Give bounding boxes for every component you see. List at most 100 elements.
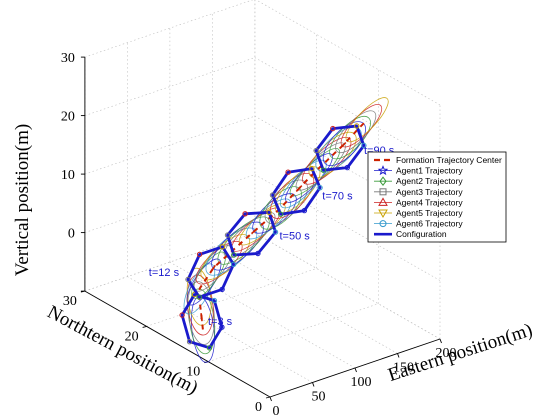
tick-labels: 0 50 100 150 200 0 10 20 30 0 10 20 30: [61, 51, 457, 419]
grid-line: [254, 232, 441, 340]
agent-marker: [231, 252, 237, 258]
x-tick-mark: [397, 353, 400, 358]
x-tick-label: 100: [351, 375, 372, 390]
agent-marker: [242, 211, 248, 217]
y-tick-label: 0: [255, 400, 262, 415]
z-axis-title: Vertical position(m): [12, 124, 33, 277]
legend-marker: [378, 197, 388, 206]
agent-marker: [211, 297, 218, 304]
legend-box: [367, 151, 507, 243]
agent-marker: [224, 232, 231, 238]
agent-trajectory-ring: [289, 148, 340, 197]
agent-marker: [179, 312, 185, 318]
grid-line: [84, 57, 255, 116]
agent-marker: [313, 147, 319, 154]
legend-label: Agent5 Trajectory: [396, 208, 463, 218]
formation-center-line: [197, 119, 368, 330]
agent-marker: [185, 276, 191, 283]
agent-marker: [309, 165, 315, 172]
agent-trajectory-ring: [315, 126, 362, 172]
legend-label: Agent2 Trajectory: [396, 176, 463, 186]
formation-center-path: [197, 119, 368, 330]
center-direction-mark: [339, 141, 347, 149]
x-tick-label: 200: [436, 346, 457, 361]
grid-line: [208, 303, 379, 362]
configuration-hexagon: [186, 245, 236, 299]
legend-marker: [377, 165, 389, 176]
agent-marker: [354, 123, 360, 129]
center-direction-mark: [295, 185, 303, 192]
x-axis-title: Eastern position(m): [386, 320, 536, 386]
grid-line: [169, 261, 356, 369]
grid-line: [255, 0, 441, 106]
agent-trajectory-ring: [329, 115, 371, 160]
agent-marker: [317, 185, 323, 191]
legend-item: Agent6 Trajectory: [374, 219, 463, 229]
configuration-hexagon: [314, 124, 366, 172]
agent-marker: [320, 167, 327, 173]
time-annotation: t=12 s: [149, 267, 180, 279]
legend-marker: [379, 188, 387, 196]
legend-label: Formation Trajectory Center: [396, 155, 502, 165]
agent-marker: [230, 261, 237, 267]
center-direction-mark: [200, 313, 203, 322]
y-tick-label: 30: [63, 294, 77, 309]
y-tick-mark: [142, 325, 147, 328]
legend-item: Agent2 Trajectory: [374, 176, 463, 186]
agent-trajectory-ring: [335, 110, 377, 154]
agent-trajectory-ring: [187, 281, 215, 345]
configuration-hexagon: [180, 293, 224, 350]
x-tick-mark: [269, 396, 272, 402]
legend-label: Agent3 Trajectory: [396, 187, 463, 197]
grid-line: [84, 0, 254, 58]
grid-line: [212, 247, 398, 354]
agent-marker: [255, 250, 261, 257]
agent-marker: [266, 209, 272, 216]
x-tick-label: 0: [273, 404, 280, 419]
agent-marker: [278, 211, 284, 217]
legend-item: Formation Trajectory Center: [374, 155, 502, 165]
legend-marker: [379, 176, 387, 187]
agent-marker: [196, 294, 203, 300]
z-tick-label: 0: [68, 227, 75, 242]
agent-marker: [285, 169, 291, 175]
agent-marker: [186, 339, 193, 345]
legend-marker: [378, 209, 388, 219]
y-axis-title: Northtern position(m): [44, 302, 202, 399]
agent-marker: [219, 244, 226, 250]
legend-item: Agent4 Trajectory: [374, 197, 463, 207]
configuration-hexagon: [271, 167, 322, 216]
z-tick-label: 10: [61, 168, 75, 183]
agent-marker: [361, 142, 367, 149]
agent-marker: [219, 324, 225, 330]
x-tick-label: 150: [393, 361, 414, 376]
legend-item: Agent1 Trajectory: [374, 165, 463, 176]
agent-marker: [301, 207, 308, 214]
agent-marker: [330, 125, 336, 132]
agent-marker: [272, 229, 279, 235]
configuration-polygons: [179, 123, 367, 351]
z-tick-label: 20: [61, 110, 75, 125]
x-tick-mark: [354, 367, 357, 373]
legend-item: Agent3 Trajectory: [374, 187, 463, 197]
center-direction-mark: [250, 227, 259, 235]
center-direction-mark: [210, 264, 216, 273]
time-annotation: t=3 s: [208, 316, 233, 328]
y-tick-label: 20: [125, 329, 139, 344]
legend-item: Configuration: [374, 229, 447, 239]
y-tick-mark: [265, 396, 271, 399]
legend-label: Agent6 Trajectory: [396, 219, 463, 229]
legend-item: Agent5 Trajectory: [374, 208, 463, 219]
x-tick-label: 50: [312, 390, 326, 405]
legend-label: Agent4 Trajectory: [396, 197, 463, 207]
y-axis-line: [84, 290, 271, 398]
agent-marker: [219, 286, 225, 293]
x-tick-mark: [312, 382, 315, 387]
agent-marker: [344, 164, 350, 171]
grid-line: [254, 57, 441, 164]
agent-marker: [206, 345, 213, 351]
grid-line: [84, 174, 255, 233]
